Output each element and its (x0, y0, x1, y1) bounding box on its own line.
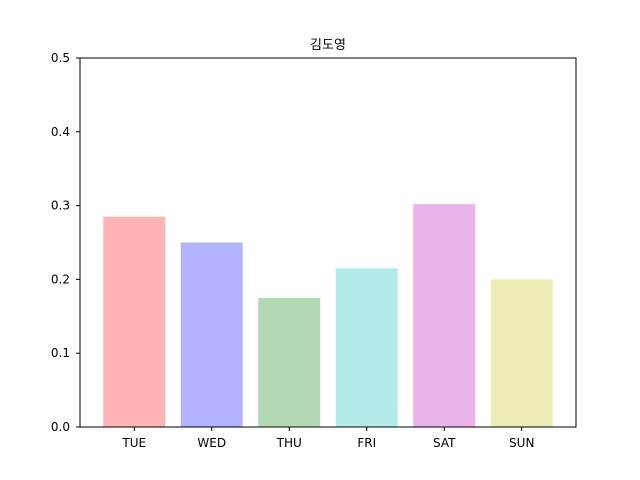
bar-sun (490, 279, 553, 427)
x-axis: TUE WED THU FRI SAT SUN (121, 427, 534, 450)
x-tick-label: WED (197, 436, 226, 450)
bars-group (103, 204, 553, 427)
x-tick-label: SUN (509, 436, 534, 450)
x-tick-label: FRI (357, 436, 376, 450)
bar-wed (180, 242, 243, 427)
y-tick-label: 0.1 (51, 346, 70, 360)
y-tick-label: 0.4 (51, 125, 70, 139)
bar-thu (258, 297, 321, 427)
y-axis: 0.0 0.1 0.2 0.3 0.4 0.5 (51, 51, 80, 434)
plot-frame (79, 57, 577, 428)
y-tick-label: 0.2 (51, 272, 70, 286)
chart-title: 김도영 (310, 38, 346, 53)
y-tick-label: 0.5 (51, 51, 70, 65)
x-tick-label: THU (276, 436, 302, 450)
x-tick-label: TUE (121, 436, 146, 450)
y-tick-label: 0.3 (51, 199, 70, 213)
y-tick-label: 0.0 (51, 420, 70, 434)
x-tick-label: SAT (433, 436, 456, 450)
bar-tue (103, 216, 166, 427)
bar-fri (335, 268, 398, 427)
bar-sat (413, 204, 476, 427)
